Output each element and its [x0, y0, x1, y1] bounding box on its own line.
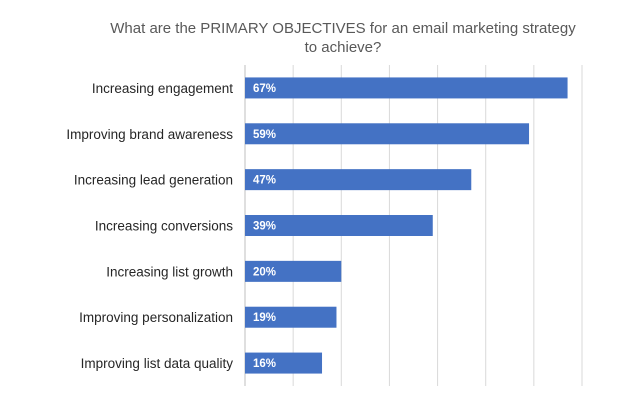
- bar: [245, 169, 472, 191]
- bar: [245, 123, 530, 145]
- bar: [245, 352, 323, 374]
- chart-title-line-2: to achieve?: [305, 39, 382, 56]
- category-label: Increasing conversions: [95, 219, 233, 234]
- category-label: Increasing lead generation: [74, 173, 233, 188]
- category-label: Increasing engagement: [92, 81, 233, 96]
- data-label: 19%: [253, 312, 276, 324]
- data-label: 47%: [253, 175, 276, 187]
- data-label: 67%: [253, 83, 276, 95]
- data-label: 59%: [253, 129, 276, 141]
- data-label: 20%: [253, 266, 276, 278]
- category-label: Improving personalization: [79, 310, 233, 325]
- bar: [245, 260, 342, 282]
- category-label: Increasing list growth: [106, 264, 233, 279]
- bar: [245, 306, 337, 328]
- chart-title-line-1: What are the PRIMARY OBJECTIVES for an e…: [110, 20, 576, 37]
- bars: 67% 59% 47% 39% 20% 19% 16%: [245, 77, 568, 374]
- data-label: 39%: [253, 221, 276, 233]
- category-labels: Increasing engagement Improving brand awa…: [66, 81, 233, 371]
- category-label: Improving brand awareness: [66, 127, 233, 142]
- bar: [245, 77, 568, 99]
- data-label: 16%: [253, 358, 276, 370]
- category-label: Improving list data quality: [81, 356, 234, 371]
- bar: [245, 215, 433, 236]
